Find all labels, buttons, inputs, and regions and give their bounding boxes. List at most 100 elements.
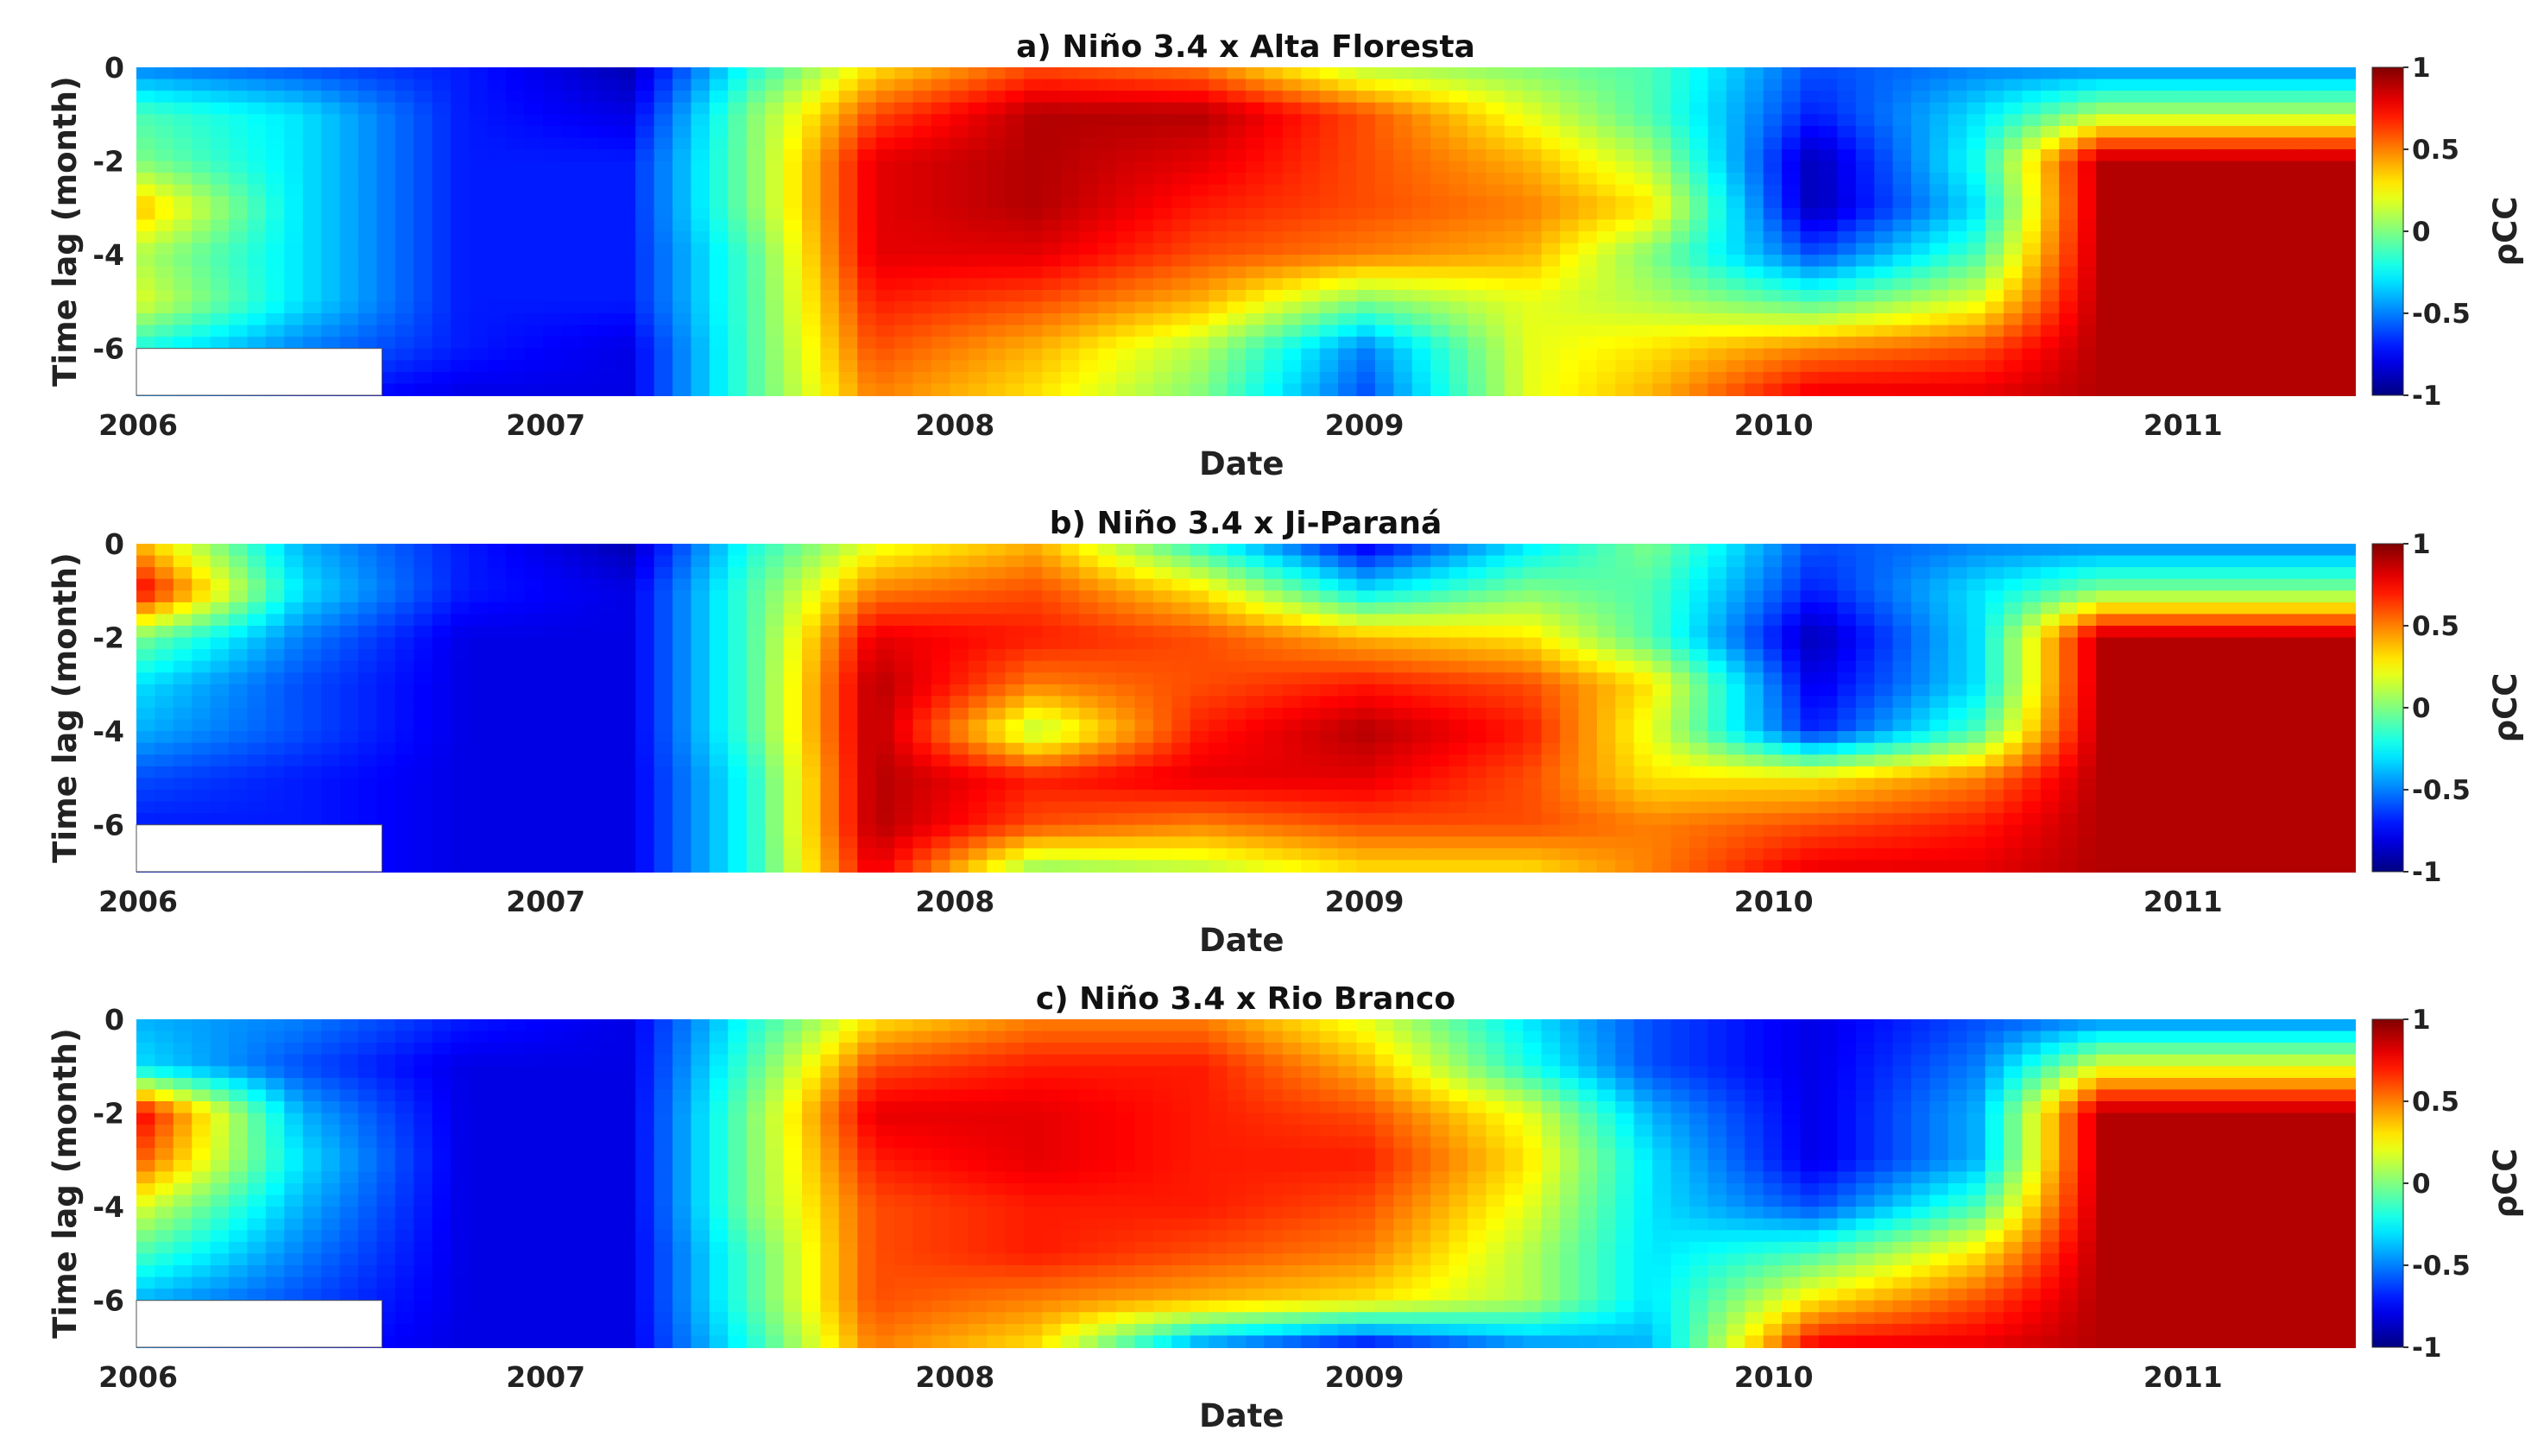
heatmap-cell	[672, 696, 692, 709]
heatmap-cell	[2318, 255, 2338, 268]
heatmap-cell	[1024, 766, 1044, 779]
heatmap-cell	[506, 766, 526, 779]
y-tick-label: -6	[92, 332, 124, 366]
heatmap-cell	[395, 766, 415, 779]
heatmap-cell	[765, 614, 785, 627]
heatmap-cell	[2318, 173, 2338, 186]
heatmap-cell	[358, 578, 378, 592]
heatmap-cell	[247, 125, 267, 139]
heatmap-cell	[580, 266, 600, 280]
heatmap-cell	[173, 114, 193, 127]
heatmap-cell	[469, 813, 489, 826]
heatmap-cell	[2188, 149, 2208, 162]
heatmap-cell	[1190, 196, 1210, 209]
heatmap-cell	[2114, 266, 2134, 280]
heatmap-cell	[765, 371, 785, 385]
heatmap-cell	[1282, 266, 1303, 280]
heatmap-cell	[2188, 371, 2208, 385]
heatmap-cell	[1282, 348, 1303, 362]
heatmap-cell	[1689, 348, 1709, 362]
heatmap-cell	[2096, 79, 2116, 92]
heatmap-cell	[210, 207, 230, 221]
heatmap-cell	[265, 231, 286, 244]
heatmap-cell	[1504, 289, 1525, 303]
heatmap-cell	[2318, 114, 2338, 127]
heatmap-cell	[395, 383, 415, 396]
heatmap-cell	[765, 278, 785, 291]
heatmap-cell	[580, 731, 600, 744]
heatmap-cell	[875, 173, 896, 186]
heatmap-cell	[2206, 173, 2227, 186]
heatmap-cell	[1005, 778, 1025, 791]
heatmap-cell	[265, 114, 286, 127]
heatmap-cell	[543, 325, 563, 338]
heatmap-cell	[2336, 348, 2356, 362]
heatmap-cell	[1837, 313, 1857, 326]
heatmap-cell	[561, 161, 581, 174]
heatmap-cell	[432, 173, 452, 186]
heatmap-cell	[950, 301, 969, 314]
heatmap-cell	[302, 602, 323, 615]
heatmap-cell	[1449, 91, 1468, 104]
heatmap-cell	[1374, 371, 1395, 385]
heatmap-cell	[1430, 337, 1450, 350]
heatmap-cell	[1633, 173, 1654, 186]
heatmap-cell	[1282, 325, 1303, 338]
heatmap-cell	[155, 313, 174, 326]
heatmap-cell	[1079, 719, 1099, 733]
heatmap-cell	[1024, 649, 1044, 662]
heatmap-cell	[321, 637, 341, 651]
heatmap-cell	[709, 590, 729, 603]
heatmap-cell	[987, 778, 1007, 791]
heatmap-cell	[265, 207, 286, 221]
heatmap-cell	[783, 824, 803, 838]
heatmap-cell	[1929, 114, 1949, 127]
heatmap-cell	[598, 325, 618, 338]
heatmap-cell	[838, 684, 859, 697]
heatmap-cell	[2133, 91, 2153, 104]
heatmap-cell	[1005, 125, 1025, 139]
heatmap-cell	[155, 325, 174, 338]
heatmap-cell	[1837, 219, 1857, 232]
heatmap-cell	[1301, 337, 1321, 350]
heatmap-cell	[1800, 337, 1820, 350]
heatmap-cell	[210, 590, 230, 603]
heatmap-cell	[728, 742, 748, 756]
heatmap-cell	[413, 102, 433, 116]
heatmap-cell	[155, 255, 174, 268]
heatmap-cell	[1818, 348, 1839, 362]
heatmap-cell	[1246, 196, 1266, 209]
heatmap-cell	[1541, 348, 1562, 362]
heatmap-cell	[2262, 371, 2282, 385]
heatmap-cell	[376, 173, 396, 186]
heatmap-cell	[1541, 313, 1562, 326]
heatmap-cell	[1615, 255, 1635, 268]
heatmap-cell	[1116, 801, 1136, 815]
heatmap-cell	[1116, 637, 1136, 651]
heatmap-cell	[2133, 371, 2153, 385]
heatmap-cell	[765, 860, 785, 873]
heatmap-cell	[1152, 614, 1173, 627]
heatmap-cell	[1708, 231, 1727, 244]
heatmap-cell	[2004, 79, 2023, 92]
heatmap-cell	[1134, 278, 1154, 291]
heatmap-cell	[1947, 266, 1968, 280]
heatmap-cell	[339, 555, 359, 569]
heatmap-cell	[173, 161, 193, 174]
heatmap-cell	[838, 602, 859, 615]
heatmap-cell	[1134, 626, 1154, 639]
heatmap-cell	[931, 219, 951, 232]
heatmap-cell	[1578, 255, 1598, 268]
heatmap-cell	[210, 637, 230, 651]
heatmap-cell	[136, 125, 156, 139]
heatmap-cell	[192, 114, 211, 127]
heatmap-cell	[376, 684, 396, 697]
heatmap-cell	[1264, 125, 1284, 139]
heatmap-cell	[580, 337, 600, 350]
heatmap-cell	[1116, 731, 1136, 744]
heatmap-cell	[413, 848, 433, 861]
heatmap-cell	[709, 614, 729, 627]
heatmap-cell	[2114, 360, 2134, 373]
heatmap-cell	[691, 325, 710, 338]
heatmap-cell	[210, 731, 230, 744]
